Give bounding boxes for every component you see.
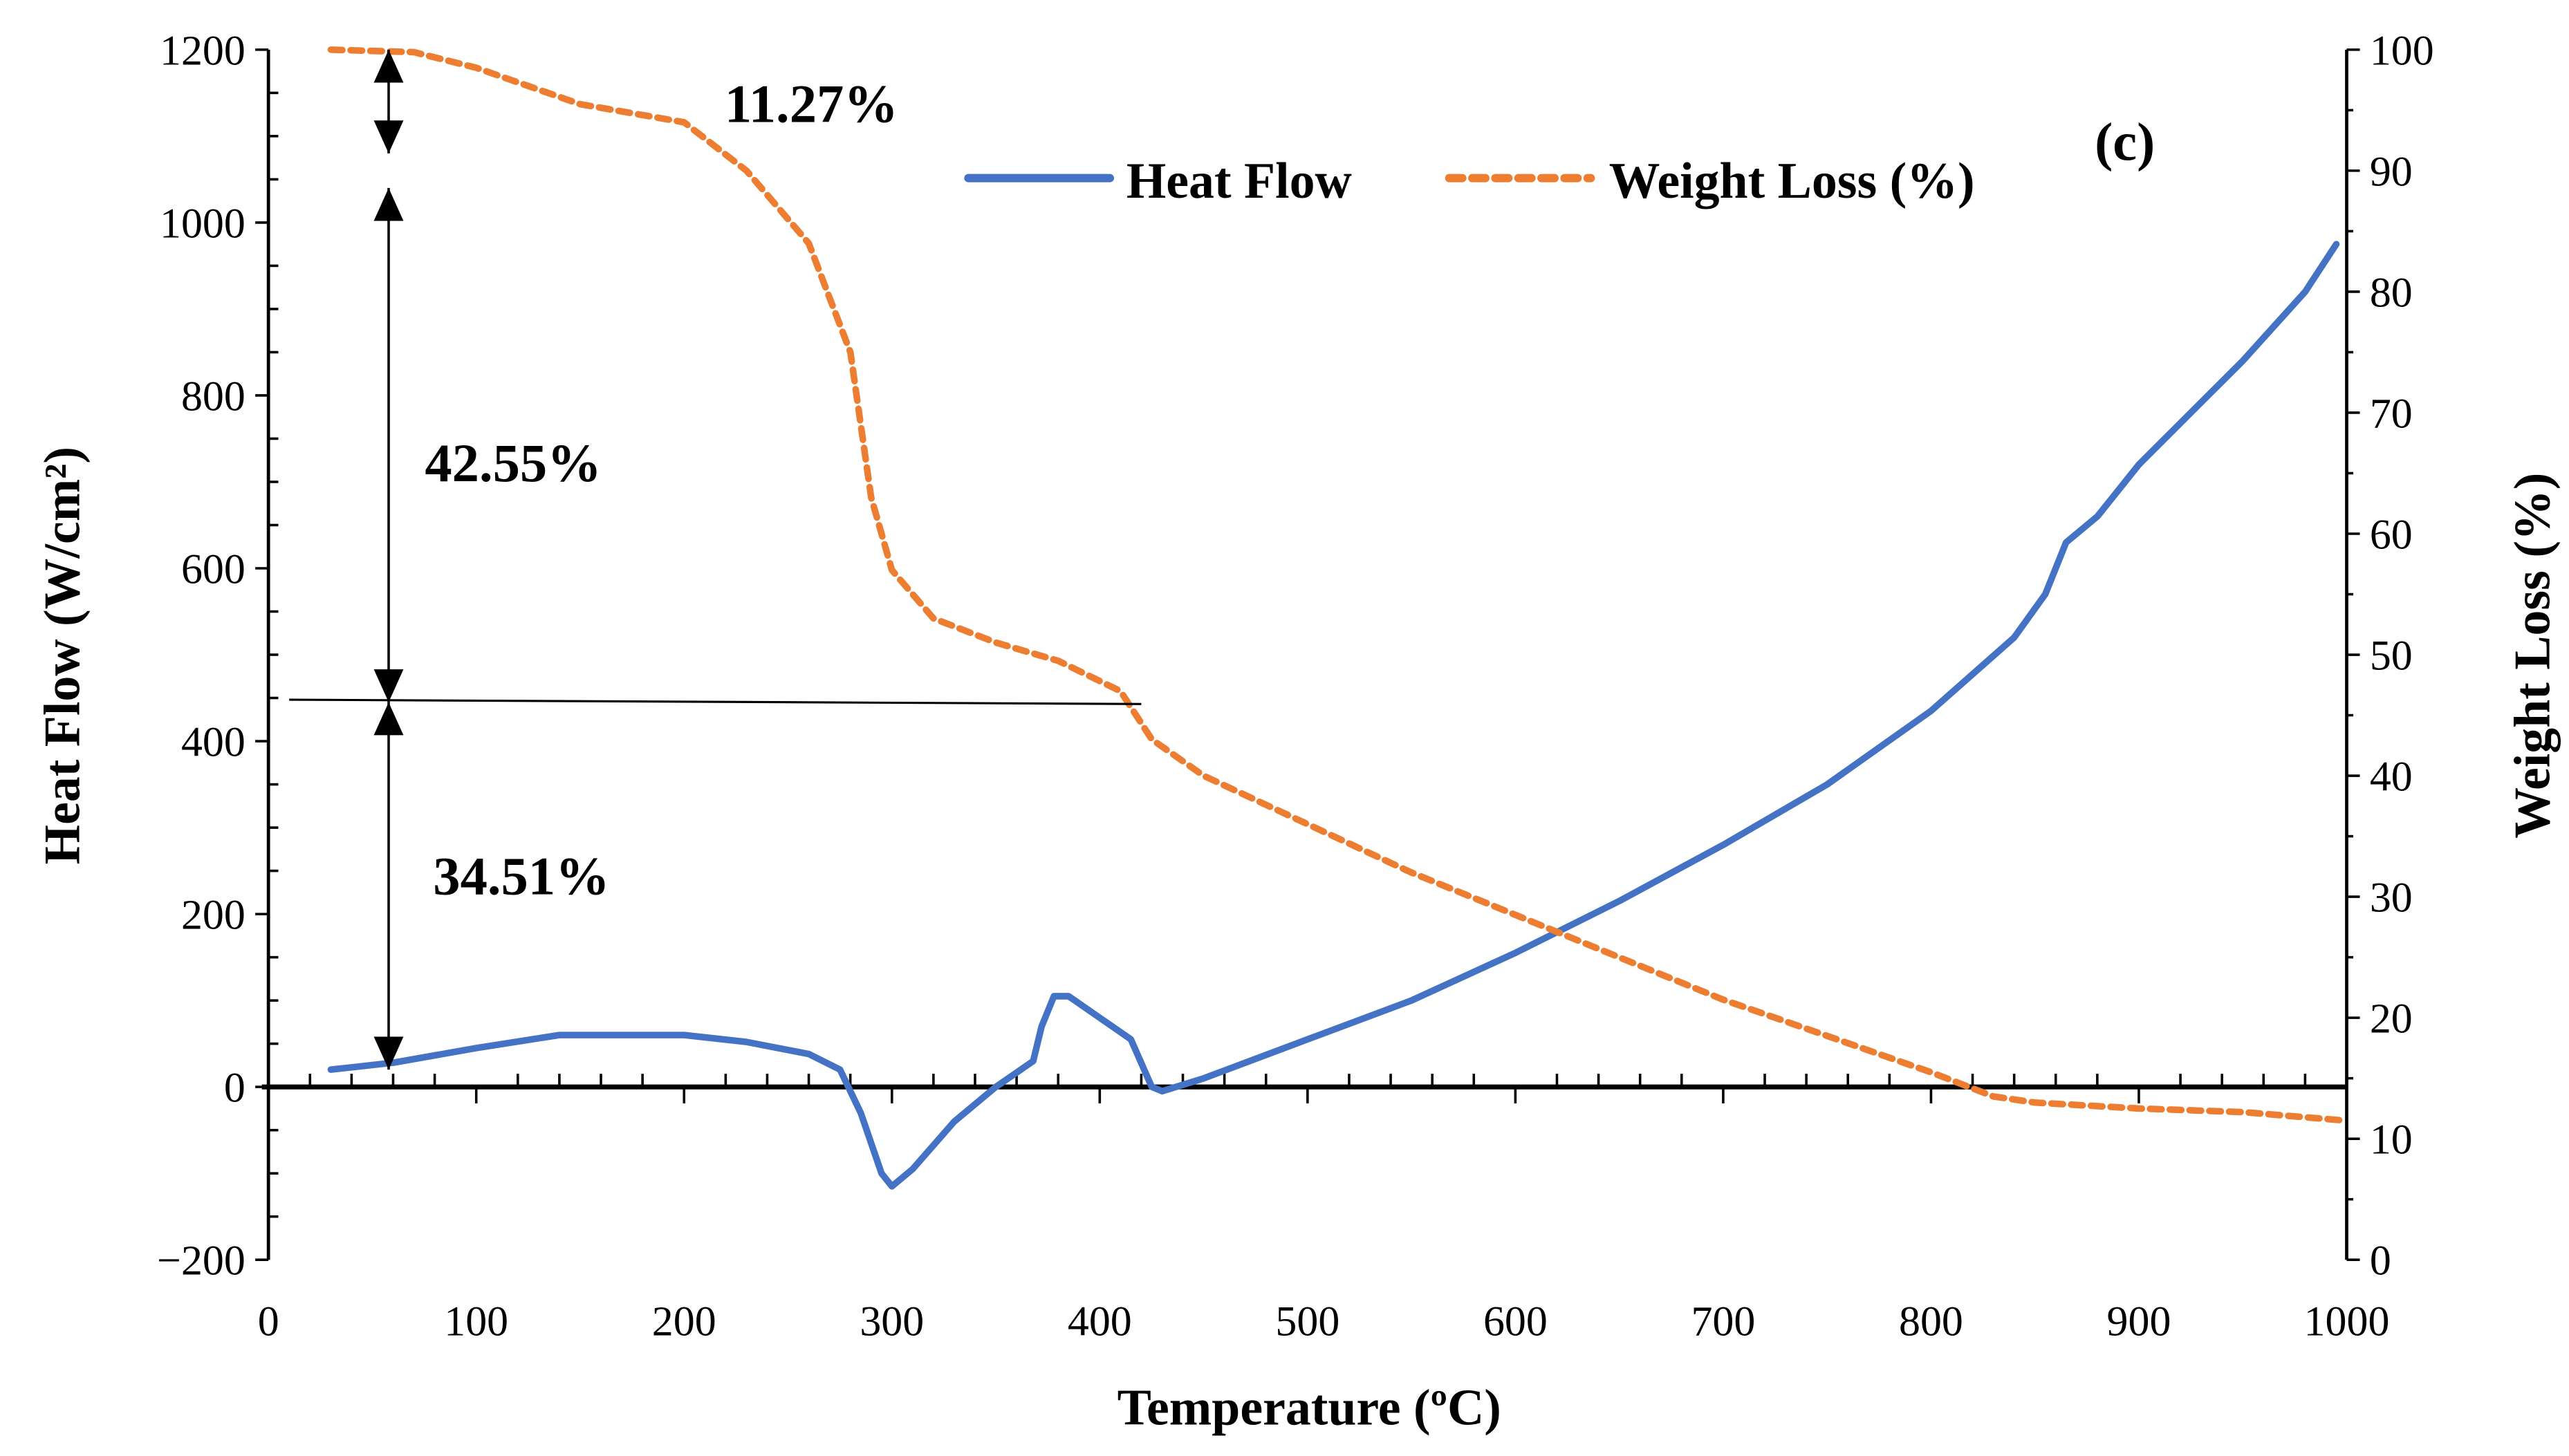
y-right-tick-label: 30 xyxy=(2370,875,2413,922)
reference-line xyxy=(289,698,1142,705)
series-lines xyxy=(327,46,2350,1190)
arrow-up-icon xyxy=(373,702,404,736)
y-left-tick-label: 200 xyxy=(181,892,245,939)
x-tick-label: 400 xyxy=(1068,1298,1132,1345)
legend-heat-flow-label: Heat Flow xyxy=(1126,152,1352,209)
annotations xyxy=(289,49,1142,1070)
annotation-step-1: 11.27% xyxy=(725,74,898,134)
axes: 0 100 200 300 400 500 600 700 800 900 1000−2000200… xyxy=(157,27,2434,1345)
arrow-down-icon xyxy=(373,1036,404,1070)
panel-label: (c) xyxy=(2095,111,2155,171)
y-right-tick-label: 80 xyxy=(2370,269,2413,316)
y-right-tick-label: 20 xyxy=(2370,996,2413,1043)
arrow-up-icon xyxy=(373,49,404,83)
y-right-tick-label: 0 xyxy=(2370,1238,2391,1285)
x-tick-label: 800 xyxy=(1899,1298,1963,1345)
y-left-tick-label: −200 xyxy=(157,1238,245,1285)
y-right-tick-label: 50 xyxy=(2370,632,2413,679)
x-tick-label: 500 xyxy=(1275,1298,1339,1345)
x-tick-label: 900 xyxy=(2107,1298,2171,1345)
legend: Heat Flow Weight Loss (%) xyxy=(964,152,1975,209)
weight-loss-line xyxy=(327,46,2350,1124)
y-right-tick-label: 100 xyxy=(2370,27,2434,74)
x-tick-label: 100 xyxy=(444,1298,508,1345)
legend-weight-loss-label: Weight Loss (%) xyxy=(1609,152,1975,209)
x-tick-label: 600 xyxy=(1483,1298,1548,1345)
annotation-step-2: 42.55% xyxy=(425,433,601,493)
annotation-step-3: 34.51% xyxy=(433,846,609,906)
heat-flow-line xyxy=(327,241,2340,1190)
y-left-axis-label: Heat Flow (W/cm²) xyxy=(33,447,90,864)
y-left-tick-label: 1000 xyxy=(160,200,245,247)
x-axis-label: Temperature (ºC) xyxy=(1117,1379,1501,1435)
x-tick-label: 700 xyxy=(1691,1298,1755,1345)
x-tick-label: 0 xyxy=(258,1298,279,1345)
arrow-down-icon xyxy=(373,120,404,153)
y-left-tick-label: 400 xyxy=(181,718,245,765)
y-right-tick-label: 70 xyxy=(2370,390,2413,437)
y-right-tick-label: 40 xyxy=(2370,753,2413,800)
y-left-tick-label: 1200 xyxy=(160,27,245,74)
y-right-tick-label: 90 xyxy=(2370,148,2413,195)
x-tick-label: 300 xyxy=(860,1298,924,1345)
y-right-tick-label: 60 xyxy=(2370,511,2413,558)
y-left-tick-label: 800 xyxy=(181,373,245,420)
y-right-tick-label: 10 xyxy=(2370,1117,2413,1164)
arrow-down-icon xyxy=(373,669,404,702)
y-left-tick-label: 600 xyxy=(181,545,245,592)
arrow-up-icon xyxy=(373,187,404,221)
x-tick-label: 1000 xyxy=(2304,1298,2390,1345)
x-tick-label: 200 xyxy=(652,1298,716,1345)
y-left-tick-label: 0 xyxy=(224,1065,245,1112)
y-right-axis-label: Weight Loss (%) xyxy=(2503,473,2560,839)
